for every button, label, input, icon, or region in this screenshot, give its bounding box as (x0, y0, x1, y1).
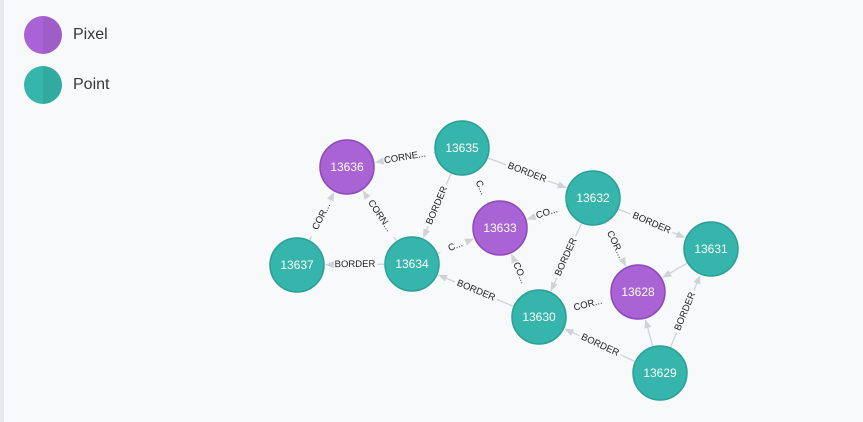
edge-13629-13631[interactable]: BORDER (670, 274, 701, 348)
legend-label-pixel: Pixel (73, 26, 108, 43)
node-label: 13637 (280, 258, 314, 272)
edge-13634-13633[interactable]: C... (437, 238, 475, 254)
edge-13632-13633[interactable]: CO... (526, 204, 567, 221)
edge-13637-13636[interactable]: COR... (309, 192, 335, 241)
edge-label: BORDER (631, 210, 673, 236)
edge-line (326, 192, 335, 202)
edge-line (422, 226, 431, 239)
edge-13630-13633[interactable]: CO... (510, 253, 529, 292)
node-13632[interactable]: 13632 (565, 170, 621, 226)
node-circle[interactable] (269, 237, 325, 293)
node-circle[interactable] (632, 345, 688, 401)
edge-13635-13634[interactable]: BORDER (422, 173, 452, 239)
edge-line (362, 190, 371, 200)
edge-13634-13637[interactable]: BORDER (325, 259, 385, 270)
panel-left-border (0, 0, 4, 422)
edge-13635-13632[interactable]: BORDER (487, 157, 567, 189)
edge-label: COR... (310, 201, 333, 232)
edge-line (445, 173, 452, 186)
node-13631[interactable]: 13631 (683, 221, 739, 277)
node-circle[interactable] (384, 236, 440, 292)
edge-line (550, 277, 558, 292)
node-circle[interactable] (434, 120, 490, 176)
pixel-swatch-icon (24, 16, 62, 54)
legend-item-pixel[interactable]: Pixel (24, 16, 109, 54)
edge-line (464, 238, 475, 246)
node-13630[interactable]: 13630 (511, 289, 567, 345)
edge-line (487, 157, 507, 166)
node-13629[interactable]: 13629 (632, 345, 688, 401)
legend-label-point: Point (73, 76, 110, 93)
edge-label: BORDER (579, 332, 621, 359)
edge-13632-13631[interactable]: BORDER (618, 208, 686, 239)
edge-label: CORNE... (383, 149, 426, 167)
edge-line (393, 236, 397, 242)
node-circle[interactable] (472, 200, 528, 256)
edge-line (496, 298, 514, 307)
edge-label: BORDER (335, 259, 376, 270)
edge-label: BORDER (506, 160, 548, 185)
edge-label: BORDER (553, 236, 580, 278)
node-circle[interactable] (610, 264, 666, 320)
node-circle[interactable] (565, 170, 621, 226)
node-label: 13633 (483, 221, 517, 235)
edge-label: COR... (573, 296, 604, 314)
edge-line (618, 208, 632, 215)
node-13635[interactable]: 13635 (434, 120, 490, 176)
edge-line (547, 180, 567, 189)
edge-line (437, 274, 456, 283)
edge-line (644, 319, 654, 347)
node-circle[interactable] (683, 221, 739, 277)
edge-13632-13630[interactable]: BORDER (550, 223, 583, 292)
edge-label: BORDER (424, 185, 450, 227)
node-13636[interactable]: 13636 (319, 139, 375, 195)
edge-13630-13628[interactable]: COR... (565, 293, 619, 314)
edge-label: CO... (510, 261, 529, 286)
edge-label: CORN... (365, 198, 394, 234)
node-13634[interactable]: 13634 (384, 236, 440, 292)
edge-label: C... (473, 179, 489, 197)
nodes-layer: 13635 13636 13632 13633 13634 13637 13631 13628… (269, 120, 739, 401)
node-label: 13629 (643, 366, 677, 380)
node-circle[interactable] (511, 289, 567, 345)
legend: Pixel Point (24, 16, 109, 116)
edge-13632-13628[interactable]: COR... (604, 222, 627, 267)
node-13633[interactable]: 13633 (472, 200, 528, 256)
edge-line (672, 230, 686, 239)
node-label: 13636 (330, 160, 364, 174)
node-13637[interactable]: 13637 (269, 237, 325, 293)
point-swatch-icon (24, 66, 62, 104)
node-13628[interactable]: 13628 (610, 264, 666, 320)
edge-line (620, 354, 635, 362)
edge-line (662, 262, 688, 278)
edge-line (564, 328, 580, 337)
edge-13629-13630[interactable]: BORDER (564, 328, 635, 362)
edge-label: CO... (535, 204, 559, 221)
edge-13634-13636[interactable]: CORN... (362, 190, 397, 242)
edge-line (309, 236, 313, 241)
node-label: 13630 (522, 310, 556, 324)
edge-13631-13628[interactable] (662, 262, 688, 278)
node-label: 13628 (621, 285, 655, 299)
edge-label: C... (447, 238, 465, 254)
edge-13629-13628[interactable] (644, 319, 654, 347)
node-label: 13632 (576, 191, 610, 205)
node-label: 13631 (694, 242, 728, 256)
node-label: 13634 (395, 257, 429, 271)
node-circle[interactable] (319, 139, 375, 195)
edge-line (693, 274, 701, 291)
edge-line (574, 223, 583, 237)
edge-13635-13636[interactable]: CORNE... (374, 149, 435, 167)
edge-13635-13633[interactable]: C... (473, 172, 495, 211)
edge-label: BORDER (672, 290, 698, 332)
edge-line (670, 332, 678, 348)
edge-line (437, 251, 441, 254)
edge-label: COR... (604, 229, 626, 260)
edge-label: BORDER (455, 278, 497, 304)
node-label: 13635 (445, 141, 479, 155)
legend-item-point[interactable]: Point (24, 66, 109, 104)
edge-13630-13634[interactable]: BORDER (437, 274, 514, 307)
